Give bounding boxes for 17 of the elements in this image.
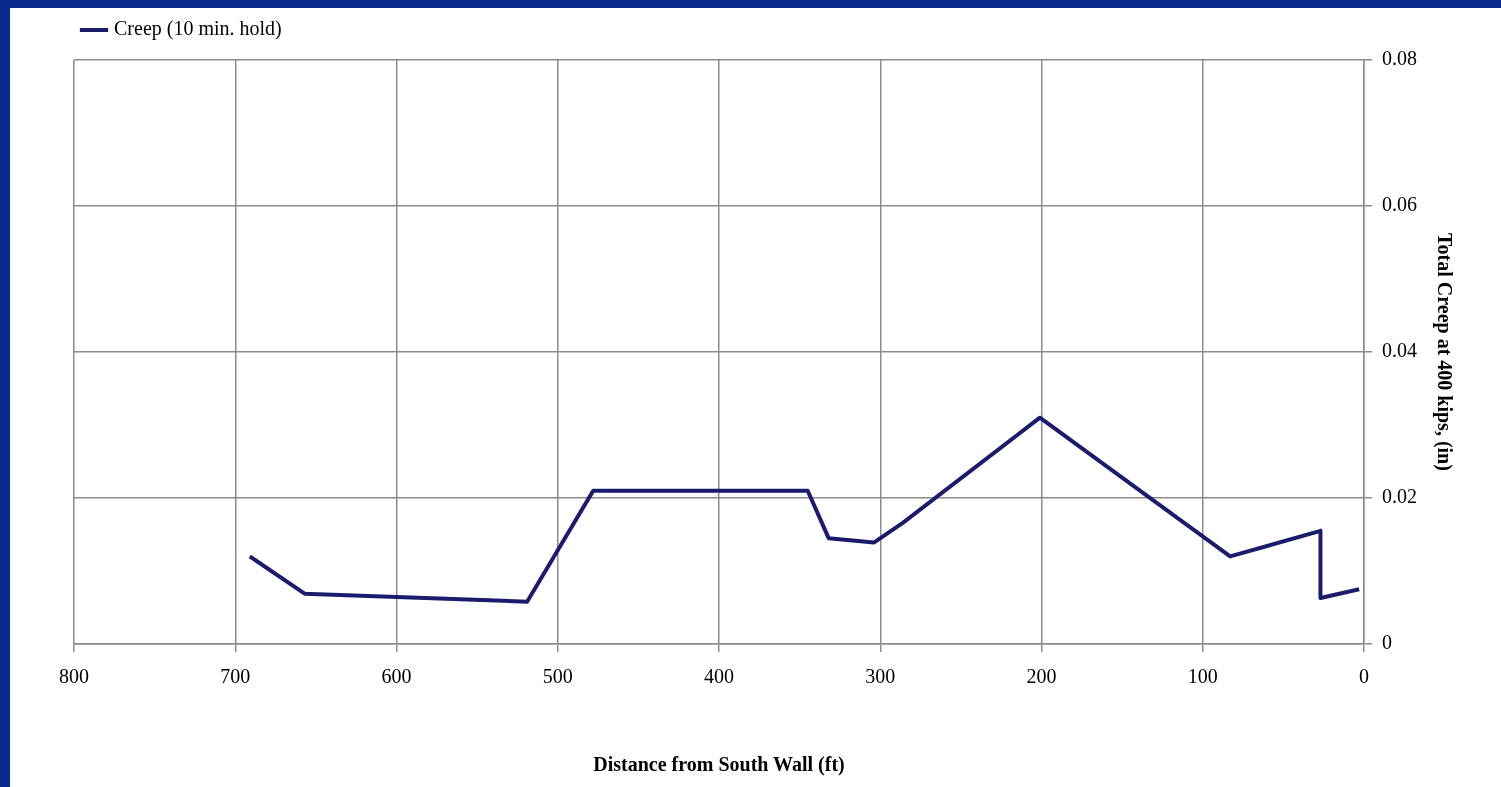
x-tick-label: 0 [1359, 665, 1369, 688]
x-tick-label: 400 [704, 665, 734, 688]
legend-label: Creep (10 min. hold) [114, 17, 282, 41]
x-tick-label: 600 [381, 665, 412, 688]
y-tick-label: 0.02 [1382, 485, 1417, 508]
y-tick-label: 0.06 [1382, 193, 1417, 216]
x-tick-label: 800 [59, 665, 89, 688]
x-tick-label: 100 [1187, 665, 1218, 688]
x-tick-label: 500 [542, 665, 573, 688]
y-tick-label: 0.08 [1382, 47, 1417, 70]
x-tick-label: 700 [220, 665, 251, 688]
y-tick-label: 0 [1382, 631, 1392, 654]
x-tick-label: 300 [865, 665, 896, 688]
x-tick-label: 200 [1026, 665, 1057, 688]
y-axis-title: Total Creep at 400 kips, (in) [1432, 233, 1456, 471]
x-axis-title: Distance from South Wall (ft) [593, 753, 845, 777]
y-tick-label: 0.04 [1382, 339, 1417, 362]
